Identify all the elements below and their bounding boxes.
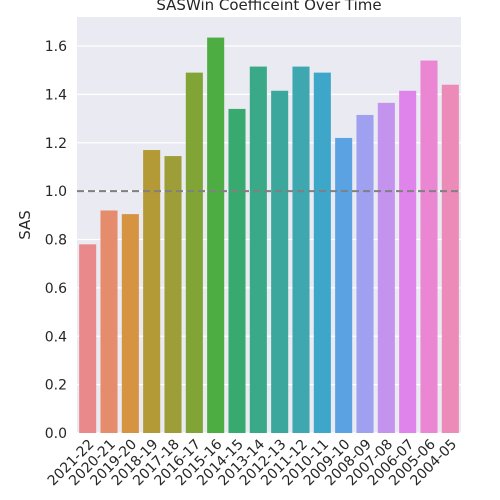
- y-tick-label: 0.6: [45, 281, 67, 297]
- y-tick-label: 1.4: [45, 87, 67, 103]
- y-tick-labels: 0.0 0.2 0.4 0.6 0.8 1.0 1.2 1.4 1.6: [45, 39, 67, 442]
- bar-2012-13: [271, 90, 289, 433]
- bar-2015-16: [207, 37, 225, 434]
- bar-2011-12: [292, 66, 310, 434]
- bar-2004-05: [441, 84, 459, 433]
- bar-2014-15: [228, 108, 246, 433]
- x-tick-labels: 2021-222020-212019-202018-192017-182016-…: [45, 436, 460, 489]
- y-tick-label: 0.0: [45, 426, 67, 442]
- bar-2006-07: [399, 90, 417, 433]
- plot-background: [77, 17, 461, 433]
- bar-2017-18: [164, 156, 182, 433]
- y-tick-label: 0.8: [45, 233, 67, 249]
- bar-2005-06: [420, 60, 438, 434]
- bar-2008-09: [356, 114, 374, 433]
- bar-2010-11: [313, 72, 331, 434]
- y-tick-label: 0.2: [45, 378, 67, 394]
- y-axis-label: SAS: [16, 210, 34, 240]
- bar-2018-19: [143, 150, 161, 433]
- y-tick-label: 1.0: [45, 184, 67, 200]
- bar-2021-22: [79, 244, 97, 433]
- bar-2016-17: [185, 72, 203, 434]
- y-tick-label: 1.2: [45, 136, 67, 152]
- bars: [79, 37, 459, 434]
- y-tick-label: 1.6: [45, 39, 67, 55]
- bar-2007-08: [377, 102, 395, 433]
- bar-2013-14: [249, 66, 267, 434]
- bar-2019-20: [121, 214, 139, 433]
- bar-2009-10: [335, 137, 353, 433]
- chart-title: SASWin Coefficeint Over Time: [156, 0, 381, 14]
- y-tick-label: 0.4: [45, 329, 67, 345]
- bar-2020-21: [100, 210, 118, 433]
